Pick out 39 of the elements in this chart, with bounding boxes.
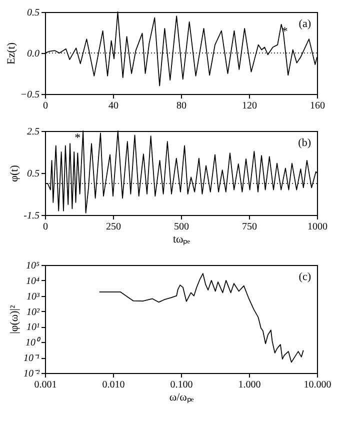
- y-axis-title: φ(t): [8, 164, 21, 182]
- x-tick-label: 0: [43, 100, 48, 112]
- y-tick-label: 0.5: [27, 168, 40, 180]
- y-axis-title: Ez(t): [5, 42, 18, 64]
- x-axis-title: tωₚₑ: [172, 234, 190, 246]
- y-tick-label: 10³: [26, 291, 40, 302]
- x-tick-label: 40: [108, 100, 118, 112]
- x-tick-label: 0: [43, 222, 48, 232]
- annotation: *: [74, 130, 81, 144]
- y-tick-label: 10²: [26, 306, 40, 318]
- y-tick-label: 10¹: [26, 322, 40, 334]
- annotation: (b): [298, 137, 312, 149]
- y-axis-title: |φ(ω)|²: [8, 304, 20, 334]
- annotation: *: [282, 24, 288, 38]
- y-tick-label: 10⁵: [26, 260, 40, 272]
- y-tick-label: 2.5: [27, 126, 40, 138]
- y-tick-label: -1.5: [24, 210, 40, 222]
- x-tick-label: 120: [242, 100, 257, 112]
- y-tick-label: −0.5: [20, 90, 40, 100]
- x-tick-label: 0.001: [34, 380, 57, 390]
- x-tick-label: 500: [174, 222, 189, 232]
- x-tick-label: 1.000: [238, 380, 261, 390]
- x-tick-label: 0.100: [170, 380, 193, 390]
- x-tick-label: 250: [106, 222, 121, 232]
- x-tick-label: 160: [310, 100, 325, 112]
- y-tick-label: 10⁴: [26, 276, 40, 287]
- y-tick-label: 10⁰: [26, 336, 42, 349]
- x-tick-label: 0.010: [102, 380, 125, 390]
- y-tick-label: 10⁻²: [24, 368, 40, 380]
- annotation: (a): [298, 18, 312, 30]
- x-tick-label: 10.000: [304, 380, 332, 390]
- y-tick-label: 0.5: [27, 8, 40, 18]
- y-tick-label: 0.0: [27, 48, 40, 60]
- x-tick-label: 80: [176, 100, 186, 112]
- annotation: (c): [298, 271, 312, 283]
- x-tick-label: 1000: [308, 222, 328, 232]
- y-tick-label: 10⁻¹: [24, 353, 40, 364]
- x-tick-label: 750: [242, 222, 257, 232]
- x-axis-title: ω/ωₚₑ: [169, 392, 194, 404]
